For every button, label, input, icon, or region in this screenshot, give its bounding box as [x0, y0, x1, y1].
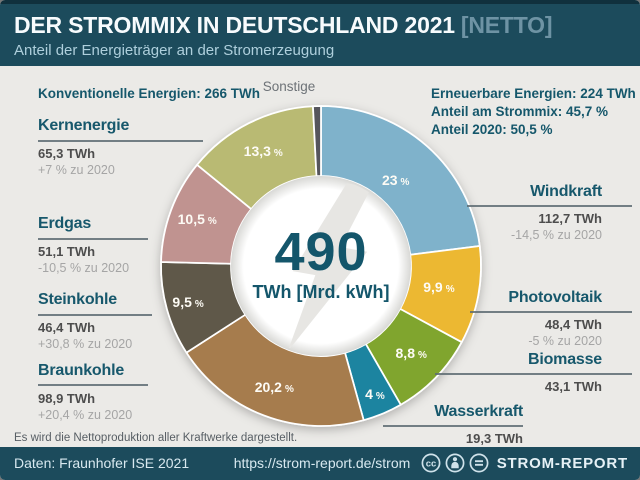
- data-source: Daten: Fraunhofer ISE 2021: [14, 455, 190, 471]
- label-wasserkraft: Wasserkraft 19,3 TWh: [323, 401, 523, 447]
- energy-change: -10,5 % zu 2020: [38, 261, 130, 275]
- energy-twh: 98,9 TWh: [38, 391, 96, 406]
- brand-logo: STROM-REPORT: [496, 454, 628, 472]
- rule-wasserkraft: [383, 425, 523, 427]
- percent-label-braunkohle: 20,2%: [254, 379, 294, 396]
- top-accent-strip: [0, 0, 640, 4]
- percent-label-wasserkraft: 4%: [365, 386, 385, 403]
- energy-twh: 65,3 TWh: [38, 146, 96, 161]
- no-derivatives-icon: [469, 453, 489, 473]
- energy-twh: 112,7 TWh: [538, 211, 602, 226]
- total-twh-value: 490: [274, 222, 368, 282]
- label-kernenergie: Kernenergie 65,3 TWh +7 % zu 2020: [38, 115, 213, 178]
- attribution-icon: [445, 453, 465, 473]
- renewables-share-2020: Anteil 2020: 50,5 %: [431, 122, 553, 137]
- energy-twh: 43,1 TWh: [544, 379, 602, 394]
- energy-name: Kernenergie: [38, 117, 130, 134]
- rule-kernenergie: [38, 140, 203, 142]
- energy-name: Windkraft: [530, 183, 602, 200]
- label-braunkohle: Braunkohle 98,9 TWh +20,4 % zu 2020: [38, 360, 213, 423]
- renewables-total: Erneuerbare Energien: 224 TWh: [431, 86, 636, 101]
- label-steinkohle: Steinkohle 46,4 TWh +30,8 % zu 2020: [38, 289, 213, 352]
- rule-steinkohle: [38, 314, 152, 316]
- label-biomasse: Biomasse 43,1 TWh: [412, 349, 632, 395]
- rule-erdgas: [38, 238, 148, 240]
- page-title: DER STROMMIX IN DEUTSCHLAND 2021 [NETTO]: [14, 12, 640, 39]
- energy-change: +30,8 % zu 2020: [38, 337, 133, 351]
- sonstige-label: Sonstige: [262, 79, 316, 94]
- percent-label-erdgas: 10,5%: [177, 211, 217, 228]
- footer-bar: Daten: Fraunhofer ISE 2021 https://strom…: [0, 447, 640, 480]
- label-windkraft: Windkraft 112,7 TWh -14,5 % zu 2020: [412, 181, 632, 243]
- rule-braunkohle: [38, 384, 148, 386]
- energy-name: Steinkohle: [38, 291, 117, 308]
- energy-twh: 48,4 TWh: [544, 317, 602, 332]
- label-erdgas: Erdgas 51,1 TWh -10,5 % zu 2020: [38, 213, 213, 276]
- percent-label-steinkohle: 9,5%: [172, 294, 204, 311]
- chart-center-total: 490 TWh [Mrd. kWh]: [231, 224, 411, 303]
- rule-biomasse: [435, 373, 632, 375]
- energy-twh: 51,1 TWh: [38, 244, 96, 259]
- lightning-bolt-watermark: [287, 183, 372, 352]
- license-icons: cc: [421, 453, 489, 473]
- percent-label-biomasse: 8,8%: [395, 344, 427, 361]
- energy-twh: 46,4 TWh: [38, 320, 96, 335]
- energy-change: +20,4 % zu 2020: [38, 408, 133, 422]
- energy-change: +7 % zu 2020: [38, 163, 115, 177]
- page-subtitle: Anteil der Energieträger an der Stromerz…: [14, 42, 335, 59]
- label-photovoltaik: Photovoltaik 48,4 TWh -5 % zu 2020: [412, 287, 632, 349]
- page-title-netto: [NETTO]: [460, 12, 553, 38]
- energy-name: Wasserkraft: [434, 403, 523, 420]
- renewables-share: Anteil am Strommix: 45,7 %: [431, 104, 609, 119]
- rule-windkraft: [467, 205, 632, 207]
- rule-photovoltaik: [470, 311, 632, 313]
- total-twh-unit: TWh [Mrd. kWh]: [252, 282, 390, 302]
- renewables-summary: Erneuerbare Energien: 224 TWh Anteil am …: [431, 85, 636, 139]
- percent-label-photovoltaik: 9,9%: [423, 279, 455, 296]
- energy-name: Braunkohle: [38, 362, 125, 379]
- energy-name: Erdgas: [38, 215, 92, 232]
- cc-icon: cc: [421, 453, 441, 473]
- footnote: Es wird die Nettoproduktion aller Kraftw…: [14, 432, 298, 444]
- energy-name: Biomasse: [528, 351, 602, 368]
- energy-twh: 19,3 TWh: [465, 431, 523, 446]
- energy-change: -14,5 % zu 2020: [510, 228, 602, 242]
- donut-slices: [160, 105, 482, 427]
- percent-label-kernenergie: 13,3%: [243, 142, 283, 159]
- percent-label-windkraft: 23%: [381, 172, 410, 189]
- energy-change: -5 % zu 2020: [528, 334, 602, 348]
- conventional-summary: Konventionelle Energien: 266 TWh: [38, 86, 261, 101]
- website-link[interactable]: https://strom-report.de/strom: [233, 455, 411, 471]
- page-title-main: DER STROMMIX IN DEUTSCHLAND 2021: [14, 12, 455, 38]
- header-bar: DER STROMMIX IN DEUTSCHLAND 2021 [NETTO] …: [0, 4, 640, 66]
- energy-name: Photovoltaik: [508, 289, 602, 306]
- svg-text:cc: cc: [425, 458, 436, 469]
